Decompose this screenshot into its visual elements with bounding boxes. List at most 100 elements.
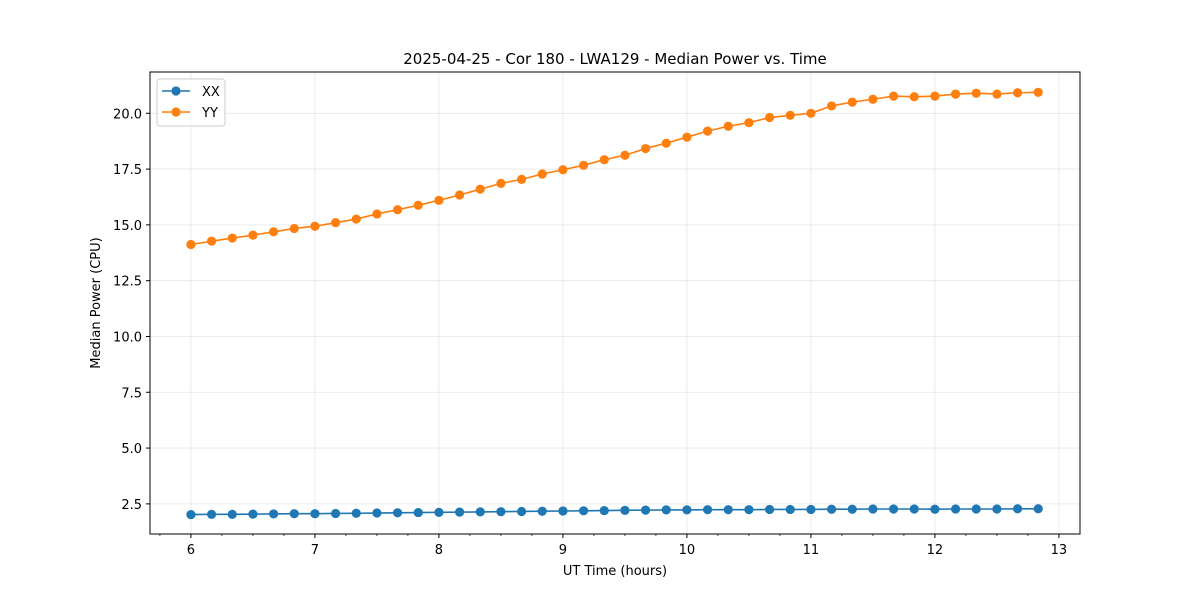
data-point-xx: [744, 505, 754, 515]
data-point-yy: [578, 160, 589, 170]
legend-label-yy: YY: [201, 106, 218, 121]
data-point-yy: [310, 221, 320, 231]
data-point-yy: [268, 227, 279, 237]
axis-ticks: 6 7 8 9 10 11 12 13 2.5 5.0 7.5 10.0 12.5 15.0 17.5 20.…: [113, 107, 1067, 558]
data-point-xx: [413, 507, 423, 518]
data-point-yy: [992, 89, 1002, 99]
data-point-yy: [785, 110, 795, 120]
data-point-xx: [392, 508, 403, 518]
data-point-yy: [661, 138, 671, 148]
data-point-xx: [785, 504, 795, 515]
x-tick-label: 13: [1051, 543, 1068, 558]
data-point-yy: [620, 150, 630, 160]
data-point-xx: [806, 504, 816, 515]
x-tick-label: 7: [311, 543, 319, 558]
legend-label-xx: XX: [202, 85, 220, 100]
legend: XX YY: [156, 78, 226, 127]
data-point-yy: [537, 169, 547, 179]
data-point-yy: [971, 88, 981, 98]
data-point-xx: [868, 504, 878, 514]
data-point-yy: [806, 108, 816, 118]
data-point-xx: [1033, 504, 1043, 514]
y-tick-label: 2.5: [121, 498, 142, 513]
y-tick-label: 10.0: [113, 330, 142, 345]
data-point-yy: [826, 101, 837, 111]
data-point-yy: [496, 178, 506, 188]
data-point-yy: [744, 118, 754, 128]
data-point-xx: [950, 504, 961, 514]
data-point-yy: [372, 209, 382, 219]
legend-marker-yy: [171, 107, 181, 117]
data-point-yy: [640, 143, 651, 154]
data-point-xx: [516, 506, 527, 517]
data-point-xx: [310, 509, 320, 519]
data-point-xx: [289, 509, 299, 519]
data-point-yy: [289, 223, 299, 234]
data-point-yy: [764, 112, 775, 123]
data-point-yy: [454, 190, 465, 200]
data-point-yy: [950, 89, 961, 99]
x-tick-label: 12: [927, 543, 944, 558]
legend-marker-xx: [171, 86, 181, 96]
y-tick-label: 20.0: [113, 107, 142, 122]
data-point-xx: [1012, 504, 1023, 514]
x-axis-label: UT Time (hours): [563, 564, 667, 579]
y-tick-label: 5.0: [121, 442, 142, 457]
data-point-yy: [1012, 88, 1023, 98]
data-point-yy: [186, 239, 196, 250]
data-point-xx: [826, 504, 837, 514]
chart-title: 2025-04-25 - Cor 180 - LWA129 - Median P…: [403, 50, 827, 68]
data-point-yy: [330, 218, 341, 228]
data-point-yy: [847, 97, 857, 107]
data-point-yy: [888, 91, 899, 101]
data-point-yy: [868, 94, 878, 104]
x-tick-label: 9: [559, 543, 567, 558]
data-point-yy: [682, 132, 692, 142]
data-point-xx: [682, 505, 692, 515]
data-point-yy: [702, 126, 713, 136]
data-point-xx: [248, 509, 258, 519]
x-tick-label: 11: [803, 543, 820, 558]
data-point-xx: [723, 505, 733, 515]
data-point-yy: [392, 205, 403, 215]
data-point-xx: [971, 504, 981, 514]
data-point-xx: [578, 506, 589, 516]
data-point-yy: [723, 121, 733, 131]
series-yy: [186, 87, 1043, 250]
data-point-xx: [599, 505, 609, 516]
data-point-xx: [227, 509, 237, 519]
data-point-xx: [537, 506, 547, 516]
data-point-xx: [186, 509, 196, 520]
data-point-xx: [847, 504, 857, 514]
y-tick-label: 7.5: [121, 386, 142, 401]
data-point-xx: [434, 507, 444, 517]
data-point-xx: [330, 508, 341, 519]
data-point-yy: [434, 195, 444, 205]
data-point-xx: [909, 504, 919, 514]
data-point-yy: [475, 184, 485, 194]
data-point-xx: [496, 507, 506, 517]
data-point-yy: [909, 92, 919, 102]
data-point-yy: [206, 236, 217, 246]
data-point-yy: [558, 165, 568, 175]
y-axis-label: Median Power (CPU): [89, 237, 104, 368]
data-point-xx: [930, 504, 940, 514]
data-point-xx: [640, 505, 651, 515]
data-point-yy: [1033, 87, 1043, 97]
data-point-yy: [351, 214, 361, 224]
data-point-yy: [227, 233, 237, 243]
x-tick-label: 8: [435, 543, 443, 558]
data-point-xx: [558, 506, 568, 516]
data-point-xx: [992, 504, 1002, 514]
data-point-xx: [702, 505, 713, 515]
data-point-xx: [620, 505, 630, 515]
x-tick-label: 6: [187, 543, 195, 558]
y-tick-label: 17.5: [113, 163, 142, 178]
data-point-xx: [888, 504, 899, 514]
y-tick-label: 15.0: [113, 219, 142, 234]
data-point-xx: [764, 504, 775, 515]
plot-series: [186, 87, 1043, 520]
data-point-yy: [930, 91, 940, 101]
data-point-xx: [351, 508, 361, 518]
data-point-xx: [475, 507, 485, 517]
